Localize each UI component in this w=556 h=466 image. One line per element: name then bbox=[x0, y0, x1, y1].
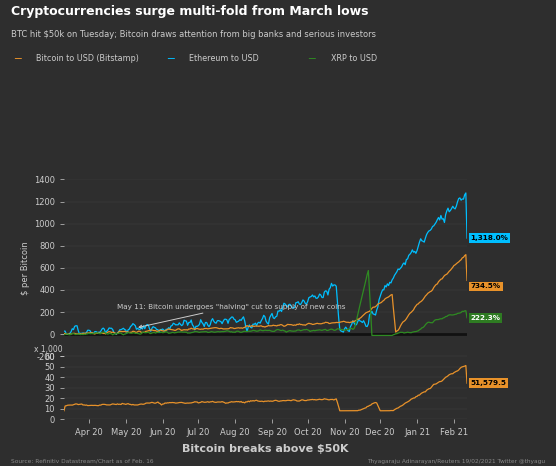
Text: 734.5%: 734.5% bbox=[470, 283, 501, 289]
Y-axis label: $ per Bitcoin: $ per Bitcoin bbox=[21, 241, 29, 295]
Text: ─: ─ bbox=[309, 53, 315, 63]
X-axis label: Bitcoin breaks above $50K: Bitcoin breaks above $50K bbox=[182, 445, 349, 454]
Text: 1,318.0%: 1,318.0% bbox=[470, 235, 509, 241]
Text: Source: Refinitiv Datastream/Chart as of Feb. 16: Source: Refinitiv Datastream/Chart as of… bbox=[11, 459, 153, 464]
Text: 222.3%: 222.3% bbox=[470, 315, 500, 321]
Text: ─: ─ bbox=[14, 53, 21, 63]
Text: BTC hit $50k on Tuesday; Bitcoin draws attention from big banks and serious inve: BTC hit $50k on Tuesday; Bitcoin draws a… bbox=[11, 30, 376, 39]
Text: ─: ─ bbox=[167, 53, 173, 63]
Text: x 1,000: x 1,000 bbox=[34, 345, 62, 354]
Text: Bitcoin to USD (Bitstamp): Bitcoin to USD (Bitstamp) bbox=[36, 54, 139, 63]
Text: Cryptocurrencies surge multi-fold from March lows: Cryptocurrencies surge multi-fold from M… bbox=[11, 5, 369, 18]
Text: XRP to USD: XRP to USD bbox=[331, 54, 377, 63]
Text: Thyagaraju Adinarayan/Reuters 19/02/2021 Twitter @thyagu: Thyagaraju Adinarayan/Reuters 19/02/2021… bbox=[367, 459, 545, 464]
Text: 51,579.5: 51,579.5 bbox=[470, 380, 507, 386]
Text: Ethereum to USD: Ethereum to USD bbox=[189, 54, 259, 63]
Text: May 11: Bitcoin undergoes "halving" cut to supply of new coins: May 11: Bitcoin undergoes "halving" cut … bbox=[117, 304, 346, 328]
